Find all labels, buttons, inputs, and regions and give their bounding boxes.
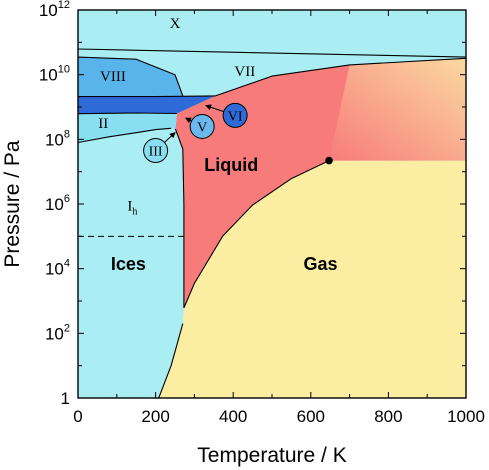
y-tick-label: 1012 bbox=[39, 0, 70, 20]
boundary-sublimation bbox=[158, 323, 184, 398]
x-tick-label: 800 bbox=[374, 407, 402, 426]
boundary-VIII-VII bbox=[78, 56, 184, 97]
region-label-x: X bbox=[170, 16, 181, 32]
boundary-melting-Ih bbox=[174, 128, 185, 308]
region-ice-vi bbox=[78, 95, 216, 114]
boundary-X-lower bbox=[78, 48, 466, 58]
region-ice-x bbox=[78, 10, 466, 58]
boundary-Ih-II bbox=[78, 127, 172, 144]
y-tick-label: 108 bbox=[45, 128, 70, 149]
region-ice-viii bbox=[78, 57, 183, 97]
region-label-ii: II bbox=[98, 116, 108, 132]
boundary-VII-liquid bbox=[215, 57, 466, 97]
y-tick-label: 1 bbox=[61, 389, 70, 408]
y-tick-label: 1010 bbox=[39, 64, 70, 85]
boundary-II-VI bbox=[78, 112, 177, 115]
region-label-liquid: Liquid bbox=[204, 155, 258, 175]
region-label-ih: Ih bbox=[127, 198, 137, 217]
region-label-vii: VII bbox=[234, 64, 255, 80]
callout-arrow-iii bbox=[164, 132, 176, 143]
callout-bubble-iii bbox=[143, 138, 169, 164]
region-label-gas: Gas bbox=[303, 254, 337, 274]
y-tick-label: 102 bbox=[45, 322, 70, 343]
boundary-vaporization bbox=[183, 160, 330, 309]
callout-bubble-v bbox=[189, 113, 215, 139]
callout-label-vi: VI bbox=[228, 109, 243, 124]
region-label-ices: Ices bbox=[111, 254, 146, 274]
callout-label-iii: III bbox=[149, 145, 163, 160]
x-tick-label: 0 bbox=[73, 407, 82, 426]
boundary-VI-VII bbox=[78, 95, 216, 98]
callout-arrow-v bbox=[184, 117, 192, 124]
region-supercritical bbox=[329, 58, 466, 161]
y-tick-label: 106 bbox=[45, 193, 70, 214]
x-tick-label: 400 bbox=[219, 407, 247, 426]
x-tick-label: 1000 bbox=[447, 407, 485, 426]
x-tick-label: 600 bbox=[297, 407, 325, 426]
callout-bubble-vi bbox=[222, 102, 248, 128]
y-tick-label: 104 bbox=[45, 258, 70, 279]
region-label-viii: VIII bbox=[100, 69, 126, 85]
region-ice-ii bbox=[78, 113, 177, 143]
critical-point-marker bbox=[325, 156, 333, 165]
x-tick-label: 200 bbox=[141, 407, 169, 426]
y-axis-title: Pressure / Pa bbox=[1, 140, 24, 268]
region-gas bbox=[158, 160, 466, 398]
x-axis-title: Temperature / K bbox=[197, 444, 346, 467]
callout-arrow-vi bbox=[205, 104, 224, 113]
callout-label-v: V bbox=[197, 120, 207, 135]
